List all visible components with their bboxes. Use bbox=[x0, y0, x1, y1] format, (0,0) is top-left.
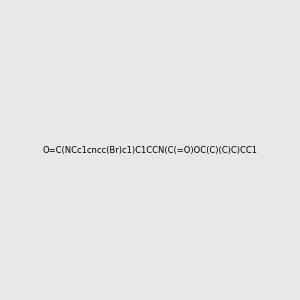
Text: O=C(NCc1cncc(Br)c1)C1CCN(C(=O)OC(C)(C)C)CC1: O=C(NCc1cncc(Br)c1)C1CCN(C(=O)OC(C)(C)C)… bbox=[43, 146, 257, 154]
